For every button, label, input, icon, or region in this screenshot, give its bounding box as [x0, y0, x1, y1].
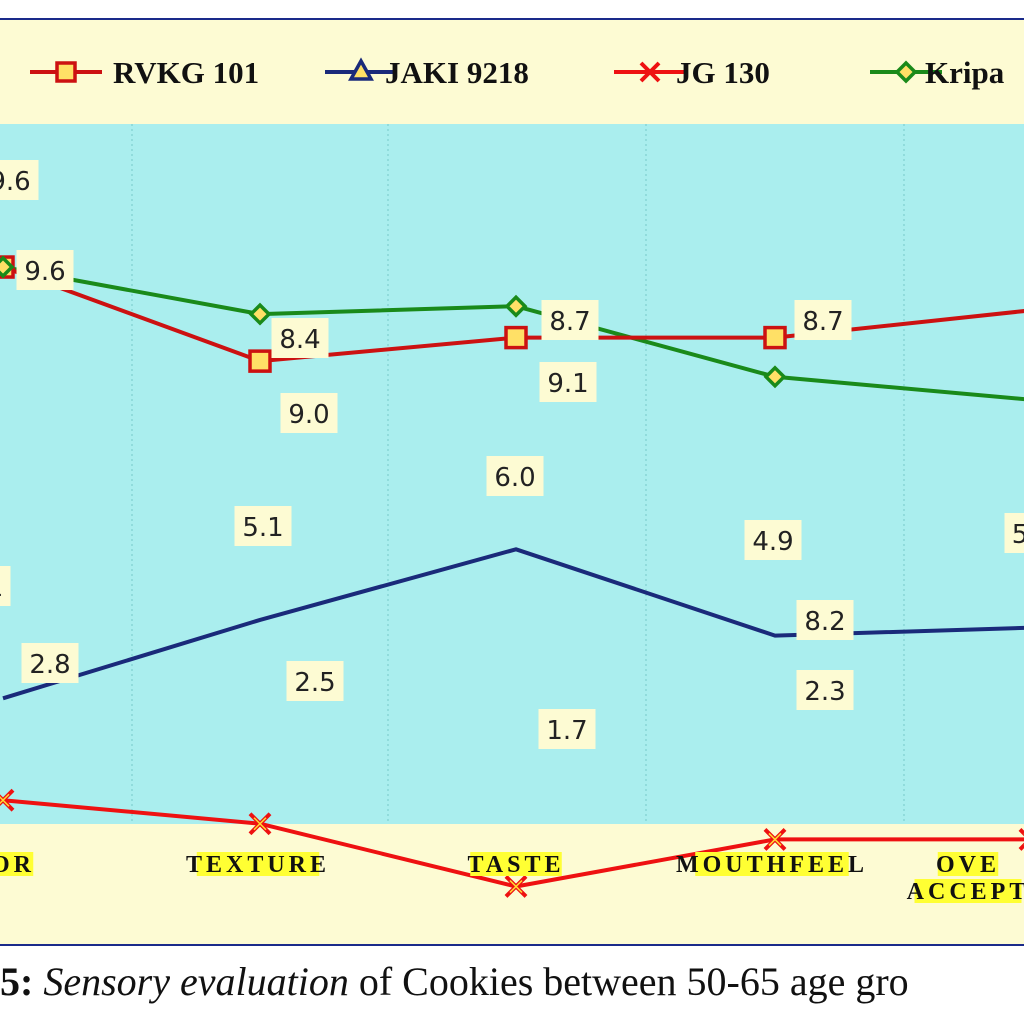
category-label-1-0: TEXTURE — [186, 852, 330, 878]
caption-italic: Sensory evaluation — [43, 959, 349, 1004]
data-labels: 9.6 8.4 8.7 8.7 1 5.1 6.0 4.9 5 2.8 2.5 1.7 2.3 9.6 9.… — [0, 160, 1024, 749]
data-label-0-2: 8.7 — [549, 307, 590, 337]
data-label-bg-2-0 — [21, 643, 79, 683]
marker-jg130-4 — [1018, 828, 1024, 851]
marker-rvkg101-3 — [763, 325, 787, 350]
data-label-3-2: 9.1 — [547, 369, 588, 399]
category-label-0-0: LOR — [0, 852, 35, 878]
data-label-0-3: 8.7 — [802, 307, 843, 337]
data-label-3-1: 9.0 — [288, 400, 329, 430]
legend-marker-1 — [348, 57, 374, 81]
data-label-2-0: 2.8 — [29, 650, 70, 680]
category-highlight-4-1 — [914, 879, 1022, 903]
data-label-1-4: 5 — [1012, 520, 1024, 550]
legend-label-2: JG 130 — [676, 55, 770, 90]
data-label-bg-1-1 — [234, 506, 292, 546]
data-label-bg-3-2 — [539, 362, 597, 402]
category-highlight-4-0 — [937, 852, 999, 876]
data-label-bg-2-2 — [538, 709, 596, 749]
data-label-bg-1-0 — [0, 566, 11, 606]
marker-rvkg101-1 — [248, 349, 272, 373]
legend-label-0: RVKG 101 — [113, 55, 259, 90]
data-label-3-0: 9.6 — [0, 167, 31, 197]
legend: RVKG 101 JAKI 9218 JG 130 Kripa — [30, 55, 1005, 90]
legend-label-1: JAKI 9218 — [385, 55, 529, 90]
series-markers — [0, 255, 1024, 898]
category-label-3-0: MOUTHFEEL — [676, 852, 868, 878]
marker-kripa-3 — [763, 365, 787, 389]
marker-jg130-inner-0 — [0, 793, 10, 807]
data-label-bg-0-0 — [16, 250, 74, 290]
category-highlight-3-0 — [695, 852, 849, 876]
legend-marker-2 — [639, 61, 661, 83]
data-label-bg-0-1 — [271, 318, 329, 358]
category-highlight-0-0 — [0, 852, 34, 876]
marker-rvkg101-2 — [504, 325, 528, 350]
series-line-1 — [2, 547, 1024, 701]
category-label-2-0: TASTE — [468, 852, 565, 878]
data-label-1-2: 6.0 — [494, 463, 535, 493]
data-label-2-2: 1.7 — [546, 716, 587, 746]
legend-marker-3 — [894, 60, 918, 84]
marker-jg130-inner-2 — [509, 879, 523, 894]
data-label-1-1: 5.1 — [242, 513, 283, 543]
data-label-1-0: 1 — [0, 573, 3, 603]
data-label-3-3: 8.2 — [804, 607, 845, 637]
data-label-bg-0-2 — [541, 300, 599, 340]
category-highlight-1-0 — [196, 852, 320, 876]
caption-label: 5: — [0, 959, 34, 1004]
marker-kripa-0 — [0, 255, 15, 279]
data-label-0-1: 8.4 — [279, 325, 320, 355]
caption-text: of Cookies between 50-65 age gro — [348, 959, 909, 1004]
data-label-2-3: 2.3 — [804, 677, 845, 707]
grid-lines — [131, 124, 905, 824]
data-label-bg-1-4 — [1004, 513, 1024, 553]
data-label-bg-3-3 — [796, 600, 854, 640]
figure-caption: 5: Sensory evaluation of Cookies between… — [0, 958, 1024, 1018]
data-label-bg-3-0 — [0, 160, 39, 200]
category-highlight-2-0 — [470, 852, 562, 876]
category-label-4-1: ACCEPT — [907, 879, 1024, 905]
marker-jg130-inner-1 — [253, 817, 267, 831]
data-label-bg-3-1 — [280, 393, 338, 433]
marker-jg130-inner-3 — [768, 832, 782, 846]
data-label-0-0: 9.6 — [24, 257, 65, 287]
data-label-bg-2-1 — [286, 661, 344, 701]
data-label-1-3: 4.9 — [752, 527, 793, 557]
data-label-bg-1-2 — [486, 456, 544, 496]
category-label-4-0: OVE — [936, 852, 1000, 878]
data-label-2-1: 2.5 — [294, 668, 335, 698]
marker-kripa-2 — [504, 294, 528, 318]
data-label-bg-0-3 — [794, 300, 852, 340]
legend-label-3: Kripa — [925, 55, 1005, 90]
data-label-bg-1-3 — [744, 520, 802, 560]
legend-marker-0 — [55, 61, 77, 83]
marker-kripa-1 — [248, 302, 272, 326]
data-label-bg-2-3 — [796, 670, 854, 710]
